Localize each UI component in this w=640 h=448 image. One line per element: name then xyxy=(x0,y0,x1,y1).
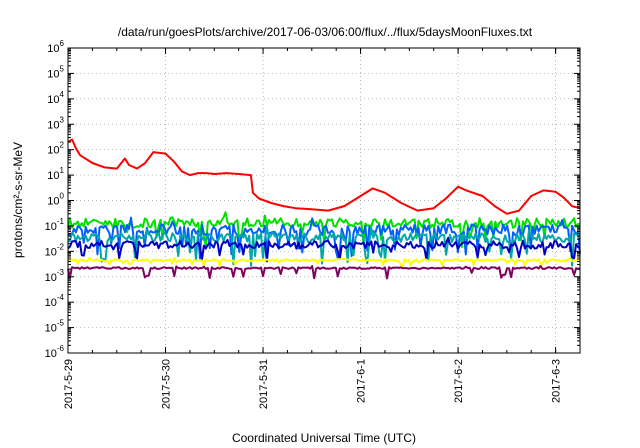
series-lines xyxy=(67,138,581,280)
series-line xyxy=(67,237,581,263)
y-tick-label: 101 xyxy=(47,166,64,182)
series-line xyxy=(67,216,581,260)
x-tick-label: 2017-5-29 xyxy=(63,359,75,409)
y-tick-label: 102 xyxy=(47,141,64,157)
x-tick-label: 2017-5-31 xyxy=(258,359,270,409)
y-tick-label: 10-3 xyxy=(45,268,65,284)
y-tick-label: 106 xyxy=(47,39,64,55)
series-line xyxy=(67,138,581,215)
y-tick-label: 10-2 xyxy=(45,242,65,258)
x-tick-label: 2017-6-2 xyxy=(453,359,465,403)
y-tick-label: 104 xyxy=(47,90,64,106)
chart-title: /data/run/goesPlots/archive/2017-06-03/0… xyxy=(118,25,533,39)
y-tick-label: 103 xyxy=(47,115,64,131)
y-axis-label: protons/cm²-s-sr-MeV xyxy=(11,142,25,258)
y-tick-label: 10-5 xyxy=(45,319,65,335)
grid-lines xyxy=(68,48,580,353)
x-tick-label: 2017-5-30 xyxy=(161,359,173,409)
x-tick-label: 2017-6-3 xyxy=(551,359,563,403)
y-tick-label: 10-6 xyxy=(45,344,65,360)
series-line xyxy=(67,256,581,267)
x-axis-label: Coordinated Universal Time (UTC) xyxy=(232,431,416,445)
y-tick-label: 105 xyxy=(47,64,64,80)
series-line xyxy=(67,265,581,280)
axis-ticks xyxy=(67,47,581,354)
y-tick-label: 10-4 xyxy=(45,293,65,309)
y-tick-label: 10-1 xyxy=(45,217,65,233)
x-tick-label: 2017-6-1 xyxy=(356,359,368,403)
y-tick-label: 100 xyxy=(47,192,64,208)
